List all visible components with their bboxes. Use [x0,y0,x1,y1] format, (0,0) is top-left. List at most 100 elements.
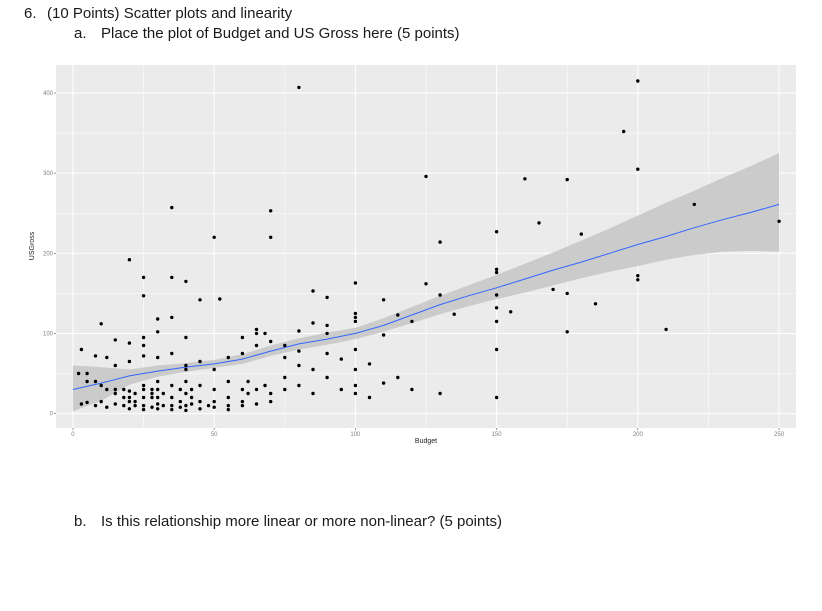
data-point [246,379,250,384]
data-point [565,177,569,182]
data-point [122,387,126,392]
data-point [494,347,499,352]
data-point [353,347,358,352]
data-point [240,351,245,356]
data-point [141,275,146,280]
data-point [141,387,146,392]
x-tick-label: 50 [211,432,218,438]
data-point [156,387,160,392]
y-tick-label: 0 [50,412,54,418]
data-point [156,407,160,411]
data-point [353,391,358,396]
data-point [565,291,569,296]
data-point [381,333,386,337]
data-point [178,405,182,409]
data-point [283,375,287,380]
data-point [438,240,442,244]
data-point [269,339,273,344]
data-point [170,395,174,400]
data-point [156,317,160,321]
data-point [325,323,329,328]
data-point [189,395,194,400]
part-b-marker: b. [74,513,87,530]
data-point [367,362,372,366]
y-tick-label: 400 [43,91,54,97]
data-point [269,399,273,404]
data-point [297,383,301,388]
data-point [494,230,499,234]
data-point [141,354,146,358]
data-point [269,235,273,239]
data-point [254,327,259,332]
data-point [226,407,230,412]
data-point [198,399,202,404]
data-point [178,399,182,404]
data-point [141,407,146,412]
data-point [311,289,315,293]
data-point [127,389,132,393]
data-point [141,403,146,408]
data-point [156,402,160,406]
data-point [113,402,118,406]
data-point [269,209,273,213]
data-point [297,349,301,353]
data-point [93,403,98,408]
data-point [113,363,118,368]
data-point [133,403,137,408]
data-point [212,235,216,239]
data-point [79,347,84,352]
data-point [381,381,386,385]
data-point [438,391,442,396]
data-point [396,375,400,380]
data-point [579,232,583,236]
data-point [212,387,216,392]
scatter-plot: 0 50 100 150 200 250 0 100 200 300 400 Budget USG… [29,65,796,445]
data-point [283,343,287,348]
data-point [212,405,216,409]
part-b-text: Is this relationship more linear or more… [101,513,503,530]
data-point [99,322,103,326]
data-point [353,281,358,285]
data-point [127,399,132,404]
data-point [381,298,386,302]
data-point [240,399,245,404]
data-point [85,400,89,405]
data-point [212,367,216,372]
x-tick-label: 150 [492,432,503,438]
x-tick-label: 200 [633,432,644,438]
data-point [141,343,146,348]
data-point [99,383,103,388]
data-point [85,379,89,384]
data-point [150,405,154,409]
data-point [311,321,315,325]
data-point [170,275,174,280]
data-point [105,405,109,409]
data-point [127,258,132,262]
data-point [297,363,301,368]
data-point [494,267,499,271]
data-point [133,399,137,404]
data-point [246,391,250,396]
data-point [184,335,188,340]
data-point [141,294,146,298]
data-point [692,202,696,207]
data-point [263,383,267,388]
data-point [206,403,211,408]
data-point [156,355,160,360]
data-point [410,319,414,324]
data-point [396,313,400,317]
data-point [636,79,640,83]
data-point [424,282,428,286]
x-tick-label: 100 [350,432,361,438]
data-point [593,302,598,306]
data-point [551,287,555,292]
data-point [353,311,358,316]
data-point [127,395,132,400]
data-point [150,387,154,392]
data-point [254,387,259,392]
data-points [76,79,781,413]
data-point [494,395,499,400]
smooth-line [72,203,780,390]
data-point [127,407,132,411]
data-point [269,391,273,396]
